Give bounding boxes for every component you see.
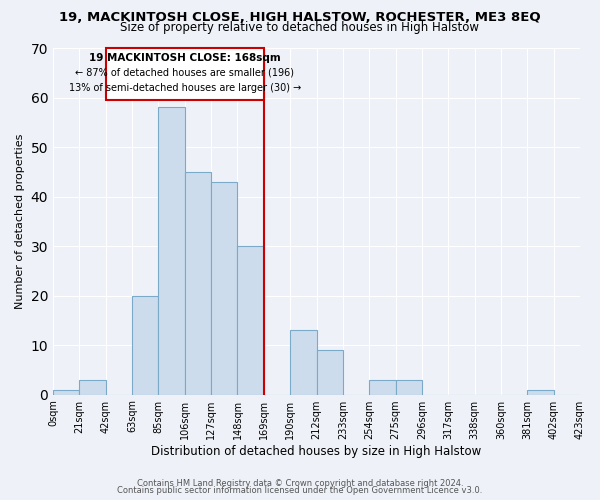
Bar: [211, 182, 238, 394]
FancyBboxPatch shape: [106, 48, 264, 100]
Bar: [238, 246, 264, 394]
Text: 19 MACKINTOSH CLOSE: 168sqm: 19 MACKINTOSH CLOSE: 168sqm: [89, 53, 281, 63]
Bar: [132, 296, 158, 394]
Text: ← 87% of detached houses are smaller (196): ← 87% of detached houses are smaller (19…: [75, 68, 294, 78]
X-axis label: Distribution of detached houses by size in High Halstow: Distribution of detached houses by size …: [151, 444, 482, 458]
Text: 13% of semi-detached houses are larger (30) →: 13% of semi-detached houses are larger (…: [68, 82, 301, 92]
Text: Size of property relative to detached houses in High Halstow: Size of property relative to detached ho…: [121, 21, 479, 34]
Bar: [185, 172, 211, 394]
Bar: [290, 330, 317, 394]
Text: Contains HM Land Registry data © Crown copyright and database right 2024.: Contains HM Land Registry data © Crown c…: [137, 478, 463, 488]
Bar: [317, 350, 343, 395]
Bar: [53, 390, 79, 394]
Bar: [369, 380, 395, 394]
Bar: [395, 380, 422, 394]
Bar: [79, 380, 106, 394]
Bar: [527, 390, 554, 394]
Bar: [158, 108, 185, 395]
Text: Contains public sector information licensed under the Open Government Licence v3: Contains public sector information licen…: [118, 486, 482, 495]
Y-axis label: Number of detached properties: Number of detached properties: [15, 134, 25, 309]
Text: 19, MACKINTOSH CLOSE, HIGH HALSTOW, ROCHESTER, ME3 8EQ: 19, MACKINTOSH CLOSE, HIGH HALSTOW, ROCH…: [59, 11, 541, 24]
